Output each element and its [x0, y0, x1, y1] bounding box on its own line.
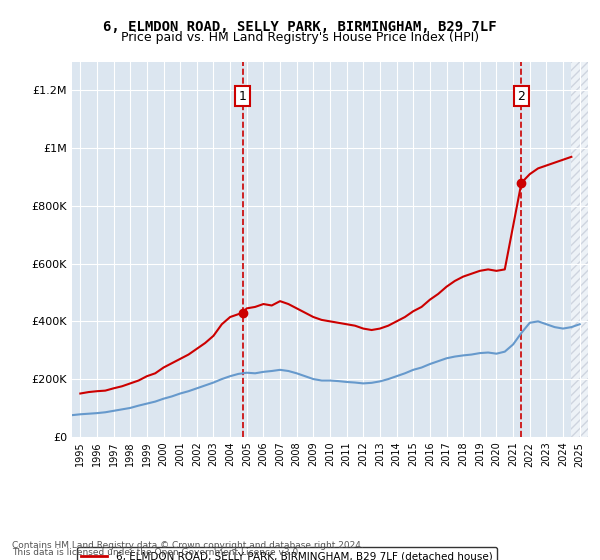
- Text: 2: 2: [517, 90, 526, 102]
- Text: Contains HM Land Registry data © Crown copyright and database right 2024.: Contains HM Land Registry data © Crown c…: [12, 541, 364, 550]
- Legend: 6, ELMDON ROAD, SELLY PARK, BIRMINGHAM, B29 7LF (detached house), HPI: Average p: 6, ELMDON ROAD, SELLY PARK, BIRMINGHAM, …: [77, 547, 497, 560]
- Text: Price paid vs. HM Land Registry's House Price Index (HPI): Price paid vs. HM Land Registry's House …: [121, 31, 479, 44]
- Text: 6, ELMDON ROAD, SELLY PARK, BIRMINGHAM, B29 7LF: 6, ELMDON ROAD, SELLY PARK, BIRMINGHAM, …: [103, 20, 497, 34]
- Text: This data is licensed under the Open Government Licence v3.0.: This data is licensed under the Open Gov…: [12, 548, 301, 557]
- Text: 1: 1: [239, 90, 247, 102]
